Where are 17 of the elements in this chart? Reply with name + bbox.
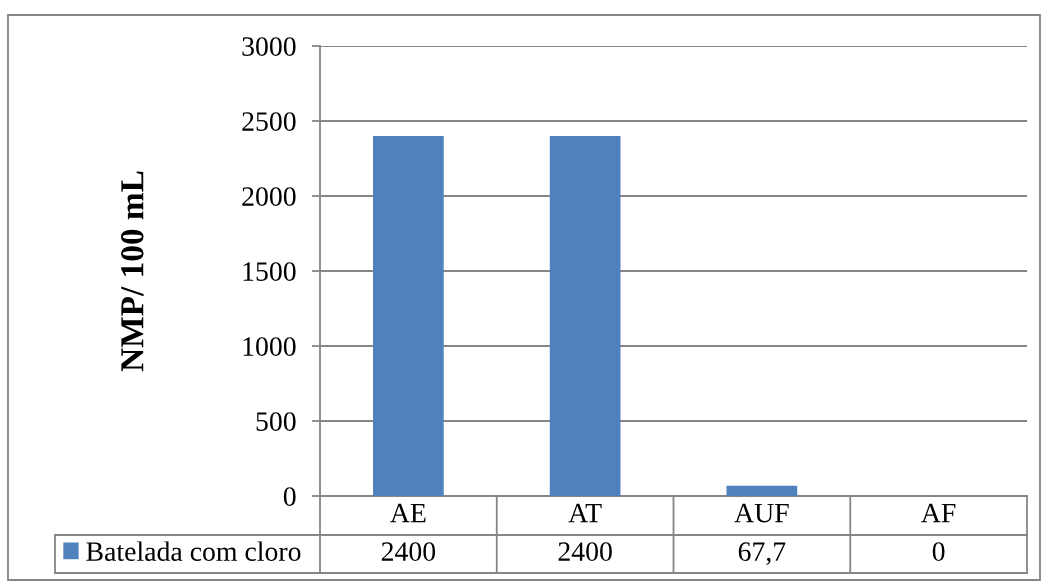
y-tick-label: 3000: [242, 37, 296, 56]
y-tick-label: 1000: [243, 337, 296, 356]
x-tick-label: AE: [390, 503, 426, 523]
y-tick-label: 2000: [242, 187, 296, 206]
data-label: 2400: [381, 542, 436, 561]
legend-label: Batelada com cloro: [86, 541, 301, 561]
data-label: 67,7: [738, 542, 786, 565]
y-tick-label: 1500: [243, 262, 296, 281]
x-tick-label: AF: [921, 503, 956, 523]
x-tick-label: AT: [568, 503, 602, 523]
y-tick-label: 500: [256, 412, 296, 431]
y-tick-label: 2500: [242, 112, 296, 131]
data-label: 0: [932, 542, 945, 561]
data-label: 2400: [558, 542, 612, 561]
y-axis-title: NMP/ 100 mL: [121, 171, 144, 372]
y-tick-label: 0: [283, 487, 296, 506]
x-tick-label: AUF: [734, 503, 789, 523]
